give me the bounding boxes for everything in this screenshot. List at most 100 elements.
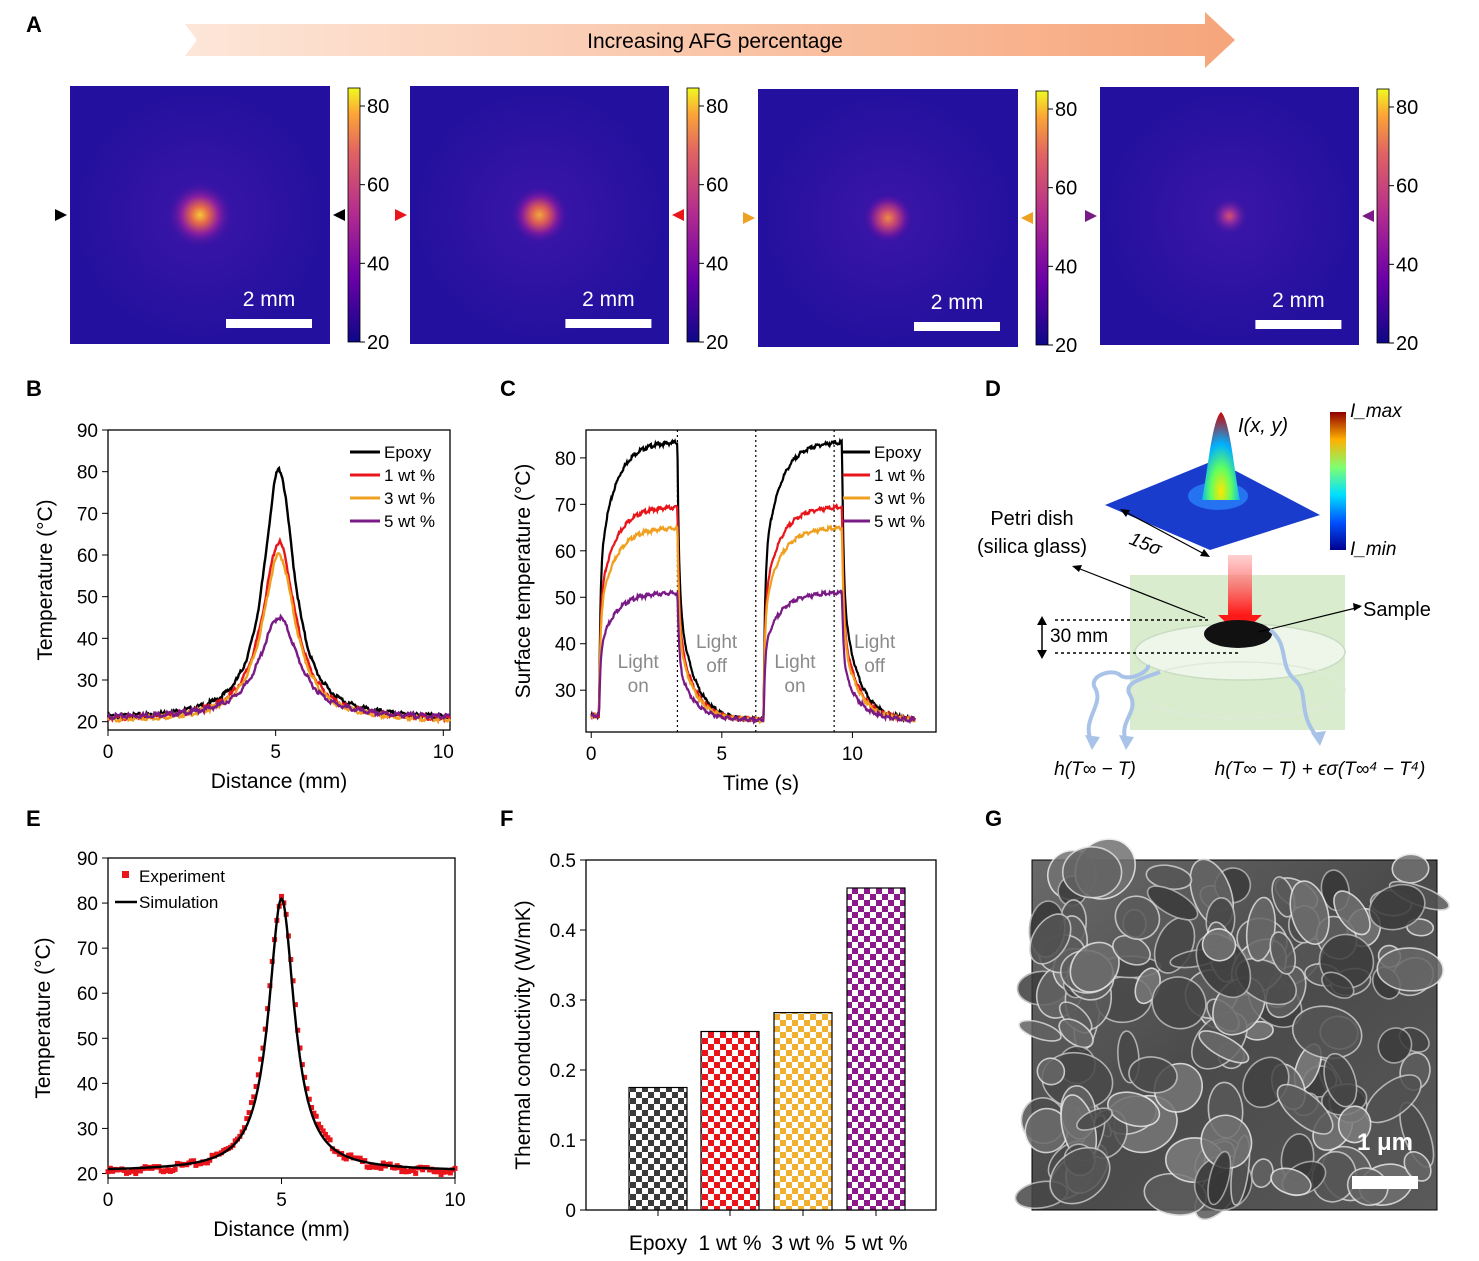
panel-label-b: B	[26, 376, 42, 401]
period-label: on	[628, 676, 649, 697]
intensity-label: I(x, y)	[1238, 415, 1288, 437]
experiment-point	[322, 1131, 328, 1137]
y-tick-label: 20	[77, 713, 98, 734]
bar-3-wt-%	[773, 1011, 833, 1211]
category-label: 5 wt %	[844, 1232, 907, 1255]
panel-label-c: C	[500, 376, 516, 401]
y-tick-label: 30	[555, 681, 576, 702]
experiment-point	[260, 1045, 266, 1051]
sem-flake	[1269, 931, 1297, 975]
y-tick-label: 30	[77, 1119, 98, 1140]
series-line-5-wt-%	[107, 613, 451, 722]
category-label: 3 wt %	[771, 1232, 834, 1255]
legend-label: Experiment	[139, 867, 225, 886]
heat-flux-arrow-3	[1268, 628, 1320, 740]
sem-flake	[1128, 1056, 1178, 1094]
y-tick-label: 80	[77, 894, 98, 915]
experiment-point	[299, 1062, 305, 1068]
bar-1-wt-%	[700, 1030, 760, 1211]
x-tick-label: 5	[270, 742, 281, 763]
scalebar-2	[565, 319, 652, 328]
experiment-point	[320, 1128, 326, 1134]
legend-label: Simulation	[139, 893, 218, 912]
experiment-point	[378, 1165, 384, 1171]
experiment-point	[387, 1161, 393, 1167]
experiment-point	[121, 1167, 127, 1173]
y-tick-label: 20	[77, 1164, 98, 1185]
sem-scalebar	[1352, 1176, 1418, 1189]
experiment-point	[290, 978, 296, 984]
x-tick-label: 0	[586, 744, 597, 765]
arrow-label: Increasing AFG percentage	[587, 30, 843, 53]
colorbar-4	[1376, 88, 1390, 344]
period-label: on	[784, 676, 805, 697]
experiment-point	[357, 1155, 363, 1161]
petri-pointer	[1074, 566, 1206, 619]
imin-label: I_min	[1350, 539, 1396, 560]
colorbar-tick: 20	[706, 332, 728, 354]
legend-label: 5 wt %	[384, 512, 435, 531]
x-tick-label: 10	[433, 742, 454, 763]
legend-label: Epoxy	[384, 443, 432, 462]
colorbar-tick: 40	[367, 253, 389, 275]
y-tick-label: 0.4	[550, 921, 577, 942]
chart-f: 0 0.1 0.2 0.3 0.4 0.5 Thermal conductivity (W/…	[512, 851, 937, 1255]
series-line-1-wt-%	[106, 536, 452, 724]
hotspot-1	[166, 181, 234, 249]
colorbar-tick: 60	[1055, 178, 1077, 200]
experiment-point	[297, 1045, 303, 1051]
increasing-arrow	[185, 12, 1235, 68]
sem-flake	[1245, 896, 1276, 962]
period-label: Light	[696, 632, 738, 653]
sem-flake	[1201, 928, 1237, 962]
sem-flake	[1323, 1052, 1358, 1108]
sem-flake	[1107, 1091, 1161, 1128]
panel-label-a: A	[26, 12, 42, 37]
period-label: off	[706, 656, 728, 677]
panel-a-thermal-images: 2 mm 80 60 40 20 2 mm 80 60 40 20 2 mm 80 60 40 20 2 mm…	[55, 86, 1418, 357]
panel-d-schematic: I(x, y) I_max I_min 15σ Petri dish (sili…	[977, 401, 1431, 780]
experiment-point	[343, 1156, 349, 1162]
y-tick-label: 0.2	[550, 1061, 576, 1082]
experiment-point	[304, 1086, 310, 1092]
scalebar-label-2: 2 mm	[582, 288, 635, 311]
experiment-point	[255, 1072, 261, 1078]
scalebar-label-3: 2 mm	[931, 291, 984, 314]
imax-label: I_max	[1350, 401, 1403, 422]
experiment-point	[133, 1170, 139, 1176]
plot-frame	[585, 859, 937, 1211]
experiment-point	[207, 1157, 213, 1163]
sem-flake	[1391, 853, 1430, 884]
sem-flake	[1146, 885, 1199, 921]
experiment-point	[258, 1056, 264, 1062]
colorbar-tick: 20	[367, 332, 389, 354]
profile-marker-left-2	[395, 209, 407, 221]
y-axis-label: Thermal conductivity (W/mK)	[512, 900, 535, 1170]
x-tick-label: 5	[276, 1190, 287, 1211]
sem-flake	[1321, 971, 1355, 999]
sem-flake	[1403, 1151, 1432, 1182]
experiment-point	[306, 1096, 312, 1102]
period-label: Light	[618, 652, 660, 673]
experiment-point	[292, 1002, 298, 1008]
colorbar-tick: 80	[1055, 99, 1077, 121]
colorbar-tick: 80	[367, 96, 389, 118]
laser-beam	[1228, 555, 1252, 617]
y-axis-label: Temperature (°C)	[34, 499, 57, 660]
sem-flake	[1337, 1105, 1372, 1144]
y-tick-label: 60	[555, 542, 576, 563]
petri-label-line2: (silica glass)	[977, 536, 1087, 558]
experiment-point	[262, 1026, 268, 1032]
profile-marker-left-4	[1085, 210, 1097, 222]
sem-flake	[1207, 1150, 1232, 1206]
plot-frame	[107, 429, 451, 731]
experiment-point	[436, 1169, 442, 1175]
sem-flake	[1368, 883, 1426, 931]
experiment-point	[311, 1110, 317, 1116]
y-tick-label: 70	[77, 504, 98, 525]
experiment-point	[401, 1166, 407, 1172]
experiment-point	[313, 1113, 319, 1119]
experiment-point	[204, 1160, 210, 1166]
sem-flake	[1376, 947, 1444, 992]
period-label: Light	[854, 632, 896, 653]
